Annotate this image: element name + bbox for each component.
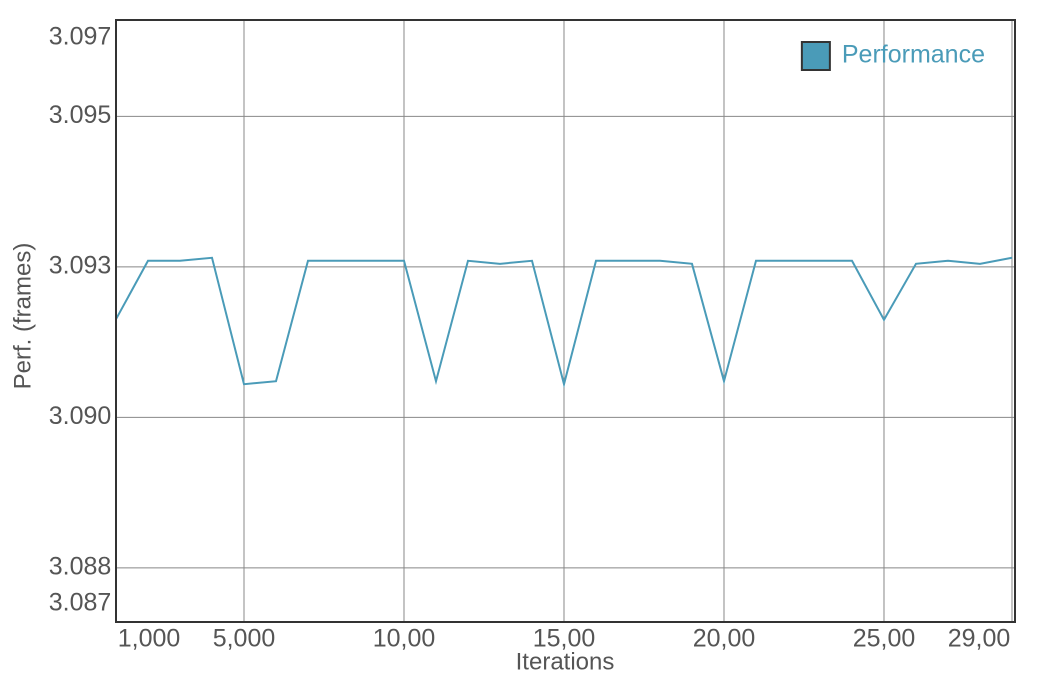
x-tick-label: 1,000 — [118, 625, 181, 653]
legend-label: Performance — [842, 41, 985, 69]
y-tick-label: 3.088 — [49, 552, 112, 580]
x-tick-label: 10,00 — [373, 625, 436, 653]
x-tick-label: 20,00 — [693, 625, 756, 653]
y-tick-label: 3.090 — [49, 402, 112, 430]
x-tick-label: 15,00 — [533, 625, 596, 653]
legend-swatch — [800, 41, 831, 71]
data-line — [115, 256, 1013, 389]
x-tick-label: 25,00 — [853, 625, 916, 653]
x-tick-label: 5,000 — [213, 625, 276, 653]
y-axis-title: Perf. (frames) — [9, 243, 36, 390]
y-tick-label: 3.093 — [49, 251, 112, 279]
plot-border — [115, 19, 1016, 623]
x-tick-label: 29,00 — [948, 625, 1011, 653]
y-tick-label: 3.095 — [49, 101, 112, 129]
y-tick-label: 3.087 — [49, 589, 112, 617]
x-axis-title: Iterations — [516, 648, 615, 675]
y-tick-label: 3.097 — [49, 23, 112, 51]
